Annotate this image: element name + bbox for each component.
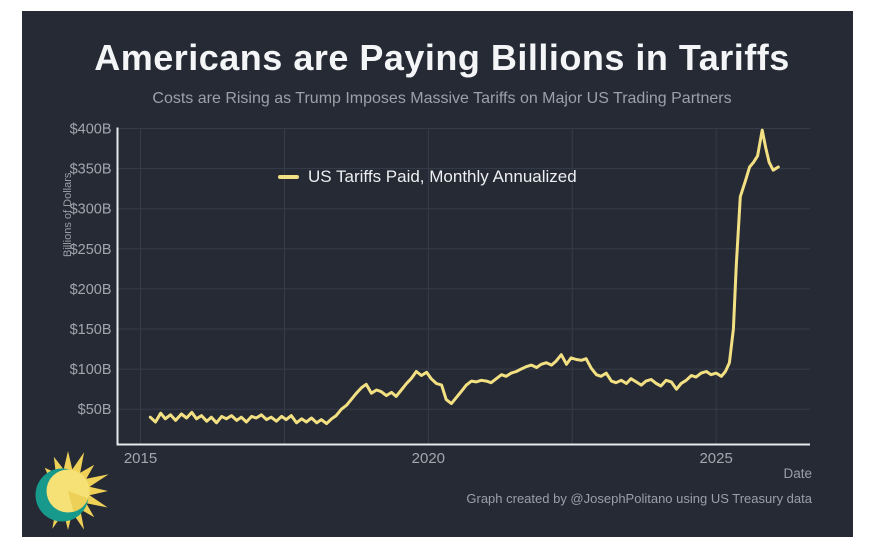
x-tick-label: 2025	[699, 450, 732, 467]
y-tick-label: $200B	[70, 282, 112, 298]
tariffs-line-chart: $50B $100B $150B $200B $250B $300B $350B $400B 2…	[70, 122, 810, 467]
legend-label: US Tariffs Paid, Monthly Annualized	[308, 167, 577, 186]
attribution-text: Graph created by @JosephPolitano using U…	[466, 491, 812, 506]
x-tick-label: 2015	[124, 450, 157, 467]
y-tick-label: $400B	[70, 122, 112, 138]
chart-card: $50B $100B $150B $200B $250B $300B $350B $400B 2…	[22, 11, 853, 537]
sun-logo	[35, 451, 109, 530]
series-line	[148, 128, 780, 426]
y-tick-label: $50B	[78, 402, 112, 418]
y-tick-label: $150B	[70, 322, 112, 338]
y-tick-label: $350B	[70, 162, 112, 178]
chart-subtitle: Costs are Rising as Trump Imposes Massiv…	[152, 90, 732, 107]
x-tick-label: 2020	[412, 450, 445, 467]
y-tick-label: $250B	[70, 242, 112, 258]
y-tick-label: $300B	[70, 202, 112, 218]
legend-line-swatch	[278, 175, 299, 179]
y-axis-title: Billions of Dollars	[62, 172, 74, 257]
chart-title: Americans are Paying Billions in Tariffs	[94, 37, 790, 78]
legend: US Tariffs Paid, Monthly Annualized	[278, 167, 577, 187]
y-tick-label: $100B	[70, 362, 112, 378]
x-axis-title: Date	[783, 466, 812, 481]
